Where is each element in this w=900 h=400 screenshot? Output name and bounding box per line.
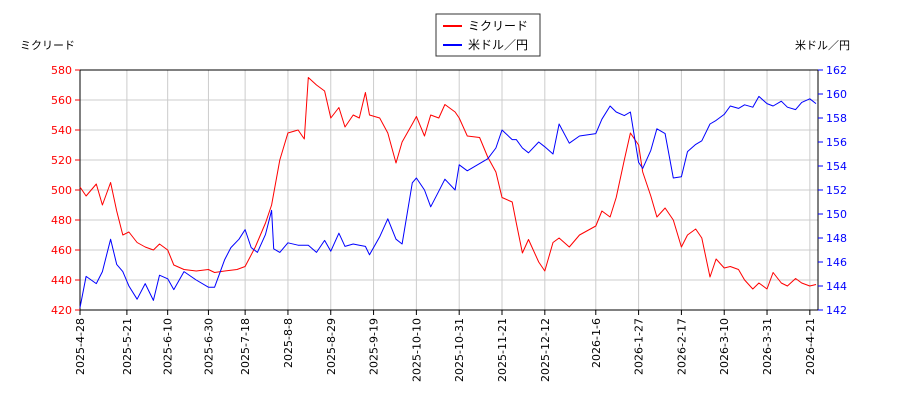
right-tick-label: 156 bbox=[826, 136, 847, 149]
x-tick-label: 2025-10-10 bbox=[410, 318, 423, 382]
left-tick-label: 540 bbox=[51, 124, 72, 137]
x-tick-label: 2026-2-17 bbox=[675, 318, 688, 375]
right-tick-label: 148 bbox=[826, 232, 847, 245]
x-tick-label: 2026-1-27 bbox=[633, 318, 646, 375]
right-tick-label: 154 bbox=[826, 160, 847, 173]
right-tick-label: 158 bbox=[826, 112, 847, 125]
x-tick-label: 2025-4-28 bbox=[74, 318, 87, 375]
x-tick-label: 2025-6-10 bbox=[162, 318, 175, 375]
x-tick-label: 2025-8-8 bbox=[282, 318, 295, 368]
axes: 420 440 460 480 500 520 540 560 580 142 144 146 148 1… bbox=[51, 64, 847, 382]
x-tick-label: 2025-6-30 bbox=[202, 318, 215, 375]
series-layer bbox=[79, 77, 817, 308]
legend-box bbox=[435, 13, 541, 57]
x-tick-label: 2025-9-19 bbox=[368, 318, 381, 375]
right-tick-label: 146 bbox=[826, 256, 847, 269]
series-line-usdjpy bbox=[79, 95, 817, 308]
right-axis-title: 米ドル／円 bbox=[795, 39, 850, 52]
legend-label-usdjpy: 米ドル／円 bbox=[468, 38, 528, 52]
right-tick-label: 160 bbox=[826, 88, 847, 101]
right-tick-label: 162 bbox=[826, 64, 847, 77]
legend: ミクリード 米ドル／円 bbox=[435, 13, 541, 57]
left-tick-label: 420 bbox=[51, 304, 72, 317]
x-tick-label: 2025-10-31 bbox=[453, 318, 466, 382]
x-tick-label: 2026-3-31 bbox=[761, 318, 774, 375]
series-line-mikuriido bbox=[79, 77, 817, 290]
left-tick-label: 460 bbox=[51, 244, 72, 257]
left-axis-title: ミクリード bbox=[20, 39, 75, 52]
x-tick-label: 2025-11-21 bbox=[496, 318, 509, 382]
legend-label-mikuriido: ミクリード bbox=[468, 19, 528, 33]
x-tick-label: 2026-1-6 bbox=[590, 318, 603, 368]
right-tick-label: 142 bbox=[826, 304, 847, 317]
right-tick-label: 152 bbox=[826, 184, 847, 197]
left-tick-label: 580 bbox=[51, 64, 72, 77]
right-tick-label: 144 bbox=[826, 280, 847, 293]
x-tick-label: 2026-4-21 bbox=[804, 318, 817, 375]
right-tick-label: 150 bbox=[826, 208, 847, 221]
grid bbox=[80, 70, 818, 310]
x-tick-label: 2026-3-10 bbox=[718, 318, 731, 375]
left-tick-label: 500 bbox=[51, 184, 72, 197]
left-tick-label: 480 bbox=[51, 214, 72, 227]
left-tick-label: 520 bbox=[51, 154, 72, 167]
left-tick-label: 440 bbox=[51, 274, 72, 287]
x-tick-label: 2025-5-21 bbox=[121, 318, 134, 375]
x-tick-label: 2025-12-12 bbox=[539, 318, 552, 382]
x-tick-label: 2025-7-18 bbox=[239, 318, 252, 375]
x-tick-label: 2025-8-29 bbox=[325, 318, 338, 375]
left-tick-label: 560 bbox=[51, 94, 72, 107]
